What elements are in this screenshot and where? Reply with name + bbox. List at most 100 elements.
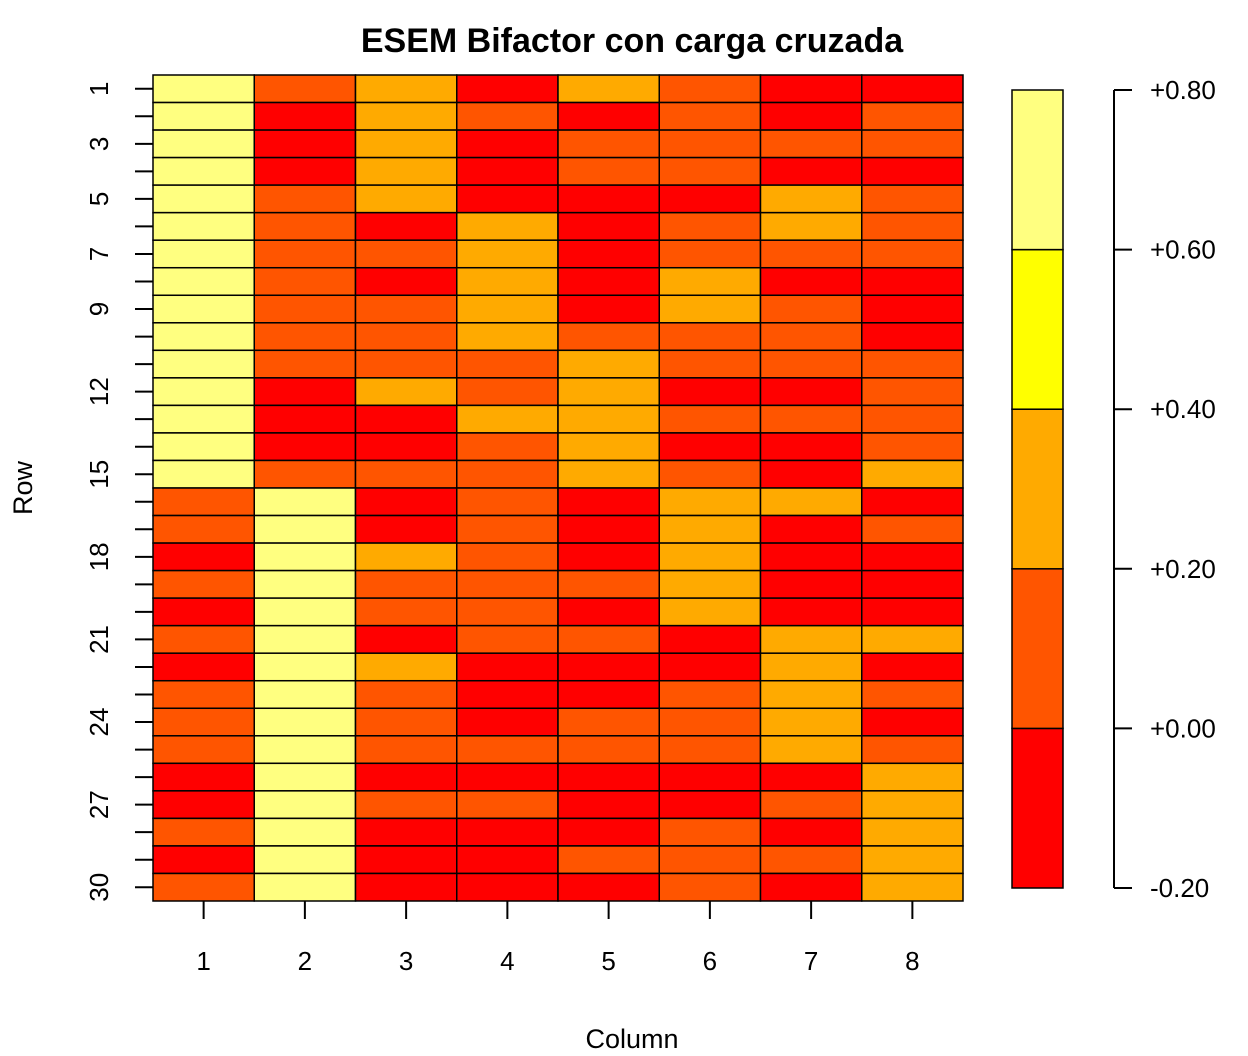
heatmap-cell <box>152 624 255 654</box>
x-tick-label: 3 <box>399 946 413 976</box>
heatmap-cell <box>354 707 458 737</box>
y-tick-label: 1 <box>84 82 114 96</box>
heatmap-cell <box>354 817 458 847</box>
y-axis-label: Row <box>8 460 38 515</box>
heatmap-cell <box>253 239 357 269</box>
heatmap-cell <box>456 349 559 379</box>
heatmap-cell <box>658 817 762 847</box>
heatmap-cell <box>354 459 458 489</box>
heatmap-cell <box>152 432 255 462</box>
heatmap-cells <box>152 74 964 902</box>
heatmap-cell <box>861 322 964 352</box>
y-tick-label: 27 <box>84 790 114 819</box>
heatmap-cell <box>354 790 458 820</box>
heatmap-cell <box>658 597 762 627</box>
heatmap-cell <box>759 404 863 434</box>
heatmap-cell <box>658 432 762 462</box>
heatmap-cell <box>557 872 660 902</box>
heatmap-cell <box>253 845 357 875</box>
legend-swatch <box>1011 248 1064 410</box>
heatmap-cell <box>861 266 964 297</box>
heatmap-cell <box>557 487 660 517</box>
heatmap-cell <box>861 211 964 241</box>
heatmap-cell <box>354 101 458 131</box>
chart-title: ESEM Bifactor con carga cruzada <box>361 22 904 60</box>
heatmap-cell <box>557 597 660 627</box>
heatmap-cell <box>557 432 660 462</box>
heatmap-cell <box>861 294 964 324</box>
heatmap-cell <box>456 239 559 269</box>
heatmap-cell <box>152 817 255 847</box>
y-tick-label: 21 <box>84 625 114 654</box>
heatmap-cell <box>557 129 660 159</box>
heatmap-cell <box>354 156 458 186</box>
heatmap-cell <box>759 74 863 104</box>
heatmap-cell <box>354 597 458 627</box>
heatmap-cell <box>658 239 762 269</box>
heatmap-cell <box>152 542 255 572</box>
heatmap-cell <box>658 74 762 104</box>
heatmap-cell <box>658 542 762 572</box>
heatmap-cell <box>658 487 762 517</box>
heatmap-cell <box>861 156 964 186</box>
heatmap-cell <box>456 817 559 847</box>
heatmap-cell <box>861 790 964 820</box>
heatmap-cell <box>354 569 458 599</box>
heatmap-cell <box>861 735 964 765</box>
heatmap-cell <box>253 542 357 572</box>
heatmap-cell <box>759 101 863 131</box>
heatmap-cell <box>861 459 964 489</box>
heatmap-cell <box>557 652 660 682</box>
heatmap-cell <box>658 129 762 159</box>
y-tick-label: 30 <box>84 873 114 902</box>
heatmap-cell <box>557 184 660 214</box>
heatmap-cell <box>456 514 559 544</box>
heatmap-cell <box>253 624 357 654</box>
heatmap-cell <box>658 266 762 297</box>
heatmap-cell <box>658 184 762 214</box>
x-tick-label: 2 <box>298 946 312 976</box>
heatmap-cell <box>152 101 255 131</box>
heatmap-cell <box>861 597 964 627</box>
heatmap-cell <box>557 817 660 847</box>
heatmap-cell <box>152 74 255 104</box>
heatmap-cell <box>253 211 357 241</box>
heatmap-cell <box>253 597 357 627</box>
legend-label: +0.40 <box>1150 394 1216 424</box>
heatmap-cell <box>354 266 458 297</box>
heatmap-cell <box>557 762 660 792</box>
heatmap-cell <box>253 652 357 682</box>
heatmap-cell <box>152 156 255 186</box>
x-tick-label: 8 <box>905 946 919 976</box>
heatmap-cell <box>354 322 458 352</box>
y-tick-label: 5 <box>84 192 114 206</box>
heatmap-cell <box>253 184 357 214</box>
heatmap-cell <box>152 735 255 765</box>
heatmap-cell <box>759 294 863 324</box>
heatmap-cell <box>759 156 863 186</box>
heatmap-cell <box>759 459 863 489</box>
heatmap-cell <box>354 624 458 654</box>
heatmap-cell <box>152 377 255 407</box>
heatmap-cell <box>456 790 559 820</box>
heatmap-cell <box>354 74 458 104</box>
heatmap-cell <box>759 624 863 654</box>
legend-swatch <box>1011 727 1064 889</box>
heatmap-cell <box>456 101 559 131</box>
heatmap-cell <box>253 349 357 379</box>
heatmap-cell <box>861 845 964 875</box>
heatmap-cell <box>253 514 357 544</box>
heatmap-cell <box>658 679 762 710</box>
heatmap-cell <box>253 487 357 517</box>
heatmap-cell <box>759 487 863 517</box>
heatmap-cell <box>253 459 357 489</box>
heatmap-cell <box>354 404 458 434</box>
heatmap-cell <box>557 514 660 544</box>
heatmap-cell <box>861 652 964 682</box>
heatmap-cell <box>456 459 559 489</box>
heatmap-cell <box>557 377 660 407</box>
heatmap-cell <box>557 211 660 241</box>
heatmap-cell <box>557 266 660 297</box>
heatmap-cell <box>658 707 762 737</box>
legend-label: +0.20 <box>1150 554 1216 584</box>
